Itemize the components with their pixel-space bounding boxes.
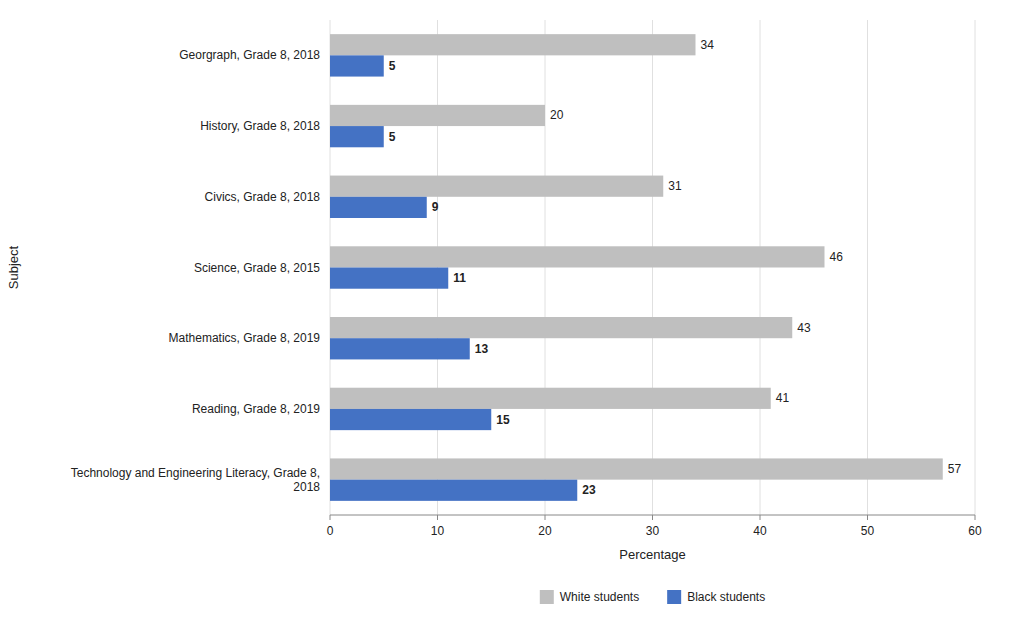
y-tick-label-line: Mathematics, Grade 8, 2019 <box>169 331 321 345</box>
bar <box>330 176 663 197</box>
x-tick <box>652 515 653 520</box>
y-tick-label-line: Science, Grade 8, 2015 <box>194 261 320 275</box>
y-tick-label: Civics, Grade 8, 2018 <box>205 190 321 204</box>
x-tick-label: 40 <box>753 524 767 538</box>
legend-item: White students <box>540 590 639 604</box>
bar <box>330 126 384 147</box>
bar <box>330 317 792 338</box>
legend-label: Black students <box>687 590 765 604</box>
x-tick <box>545 515 546 520</box>
x-tick <box>330 515 331 520</box>
x-tick <box>975 515 976 520</box>
y-tick-label-line: Reading, Grade 8, 2019 <box>192 402 320 416</box>
x-tick-label: 0 <box>327 524 334 538</box>
data-label: 9 <box>432 200 439 214</box>
y-tick-label: Mathematics, Grade 8, 2019 <box>169 331 321 345</box>
data-label: 5 <box>389 130 396 144</box>
bar <box>330 458 943 479</box>
data-label: 5 <box>389 59 396 73</box>
bar <box>330 197 427 218</box>
legend-swatch <box>540 590 554 604</box>
y-tick-label: Georgraph, Grade 8, 2018 <box>179 48 320 62</box>
bar <box>330 55 384 76</box>
y-tick-label: Technology and Engineering Literacy, Gra… <box>71 466 321 494</box>
bar <box>330 246 825 267</box>
data-label: 46 <box>830 250 844 264</box>
grid <box>330 20 975 515</box>
x-tick-label: 30 <box>646 524 660 538</box>
grid-line <box>975 20 976 515</box>
y-tick-label-line: History, Grade 8, 2018 <box>200 119 320 133</box>
y-tick-label-line: Civics, Grade 8, 2018 <box>205 190 321 204</box>
x-tick <box>760 515 761 520</box>
data-label: 11 <box>453 271 466 285</box>
data-label: 31 <box>668 179 682 193</box>
data-label: 57 <box>948 462 962 476</box>
bar <box>330 409 491 430</box>
legend-label: White students <box>560 590 639 604</box>
x-tick-label: 50 <box>861 524 875 538</box>
bar <box>330 268 448 289</box>
data-label: 41 <box>776 391 790 405</box>
y-axis: Technology and Engineering Literacy, Gra… <box>71 48 321 493</box>
data-label: 20 <box>550 108 564 122</box>
y-axis-label: Subject <box>6 245 21 289</box>
bars <box>330 34 943 501</box>
legend: White students Black students <box>540 590 765 604</box>
data-label: 34 <box>701 38 715 52</box>
x-axis: 0 10 20 30 40 50 60 <box>327 515 982 538</box>
legend-item: Black students <box>667 590 765 604</box>
bar <box>330 388 771 409</box>
bar <box>330 34 696 55</box>
data-label: 43 <box>797 321 811 335</box>
x-tick <box>437 515 438 520</box>
legend-swatch <box>667 590 681 604</box>
bar <box>330 338 470 359</box>
y-tick-label-line: 2018 <box>293 480 320 494</box>
y-tick-label: History, Grade 8, 2018 <box>200 119 320 133</box>
data-label: 23 <box>582 483 596 497</box>
data-labels: 57 41 43 46 31 20 34 23 15 13 11 9 5 5 <box>389 38 962 498</box>
x-tick-label: 60 <box>968 524 982 538</box>
bar <box>330 105 545 126</box>
bar <box>330 480 577 501</box>
y-tick-label: Reading, Grade 8, 2019 <box>192 402 320 416</box>
data-label: 15 <box>496 413 510 427</box>
y-tick-label: Science, Grade 8, 2015 <box>194 261 320 275</box>
data-label: 13 <box>475 342 489 356</box>
chart-svg: 57414346312034231513119550102030405060Pe… <box>0 0 1011 623</box>
x-tick-label: 10 <box>431 524 445 538</box>
grid-line <box>867 20 868 515</box>
y-tick-label-line: Georgraph, Grade 8, 2018 <box>179 48 320 62</box>
x-tick-label: 20 <box>538 524 552 538</box>
chart-container: 57414346312034231513119550102030405060Pe… <box>0 0 1011 623</box>
x-axis-label: Percentage <box>619 547 686 562</box>
y-tick-label-line: Technology and Engineering Literacy, Gra… <box>71 466 320 480</box>
x-tick <box>867 515 868 520</box>
